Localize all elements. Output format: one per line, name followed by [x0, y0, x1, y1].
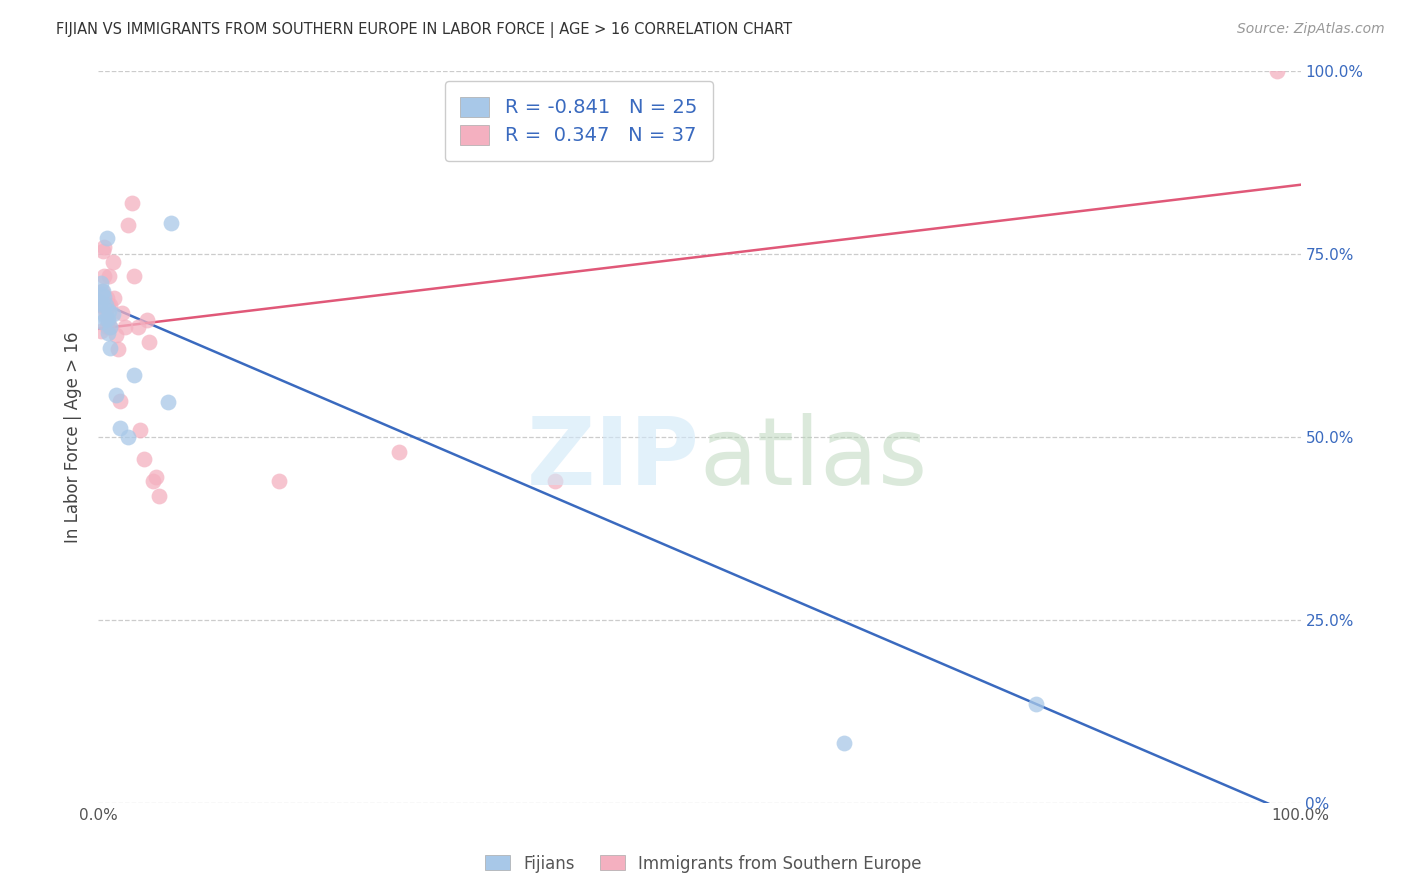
Point: [159, 217, 181, 231]
Point: [89, 298, 111, 312]
Point: [101, 254, 124, 268]
Point: [100, 298, 122, 312]
Text: Source: ZipAtlas.com: Source: ZipAtlas.com: [1237, 22, 1385, 37]
Point: [388, 444, 411, 458]
Point: [91, 284, 114, 298]
Point: [91, 298, 114, 312]
Point: [93, 307, 115, 321]
Point: [129, 423, 152, 437]
Point: [1265, 64, 1288, 78]
Point: [91, 298, 114, 312]
Point: [105, 327, 128, 342]
Point: [103, 291, 125, 305]
Point: [114, 320, 136, 334]
Point: [90, 277, 112, 291]
Point: [93, 240, 115, 254]
Point: [124, 269, 146, 284]
Point: [94, 311, 117, 326]
Point: [132, 452, 155, 467]
Point: [121, 196, 143, 211]
Point: [138, 334, 160, 349]
Point: [91, 314, 114, 328]
Point: [117, 430, 139, 444]
Legend: R = -0.841   N = 25, R =  0.347   N = 37: R = -0.841 N = 25, R = 0.347 N = 37: [444, 81, 713, 161]
Point: [94, 298, 117, 312]
Point: [96, 231, 118, 245]
Point: [111, 306, 134, 320]
Point: [832, 736, 855, 750]
Point: [91, 284, 114, 298]
Point: [93, 269, 115, 284]
Point: [135, 313, 157, 327]
Point: [544, 474, 567, 488]
Point: [145, 470, 167, 484]
Point: [108, 421, 131, 435]
Point: [97, 313, 120, 327]
Point: [124, 368, 146, 382]
Point: [127, 320, 149, 334]
Point: [91, 287, 114, 301]
Point: [98, 304, 121, 318]
Point: [96, 320, 118, 334]
Point: [107, 343, 129, 357]
Point: [157, 395, 180, 409]
Legend: Fijians, Immigrants from Southern Europe: Fijians, Immigrants from Southern Europe: [478, 848, 928, 880]
Point: [94, 306, 117, 320]
Point: [108, 393, 131, 408]
Point: [97, 311, 120, 326]
Point: [97, 326, 120, 341]
Point: [1025, 697, 1047, 711]
Point: [267, 474, 290, 488]
Point: [96, 291, 118, 305]
Point: [141, 474, 163, 488]
Point: [148, 489, 170, 503]
Point: [100, 341, 122, 355]
Text: atlas: atlas: [700, 413, 928, 505]
Point: [90, 324, 112, 338]
Point: [89, 294, 111, 309]
Point: [97, 298, 120, 312]
Point: [91, 244, 114, 258]
Point: [117, 218, 139, 232]
Point: [101, 307, 124, 321]
Point: [105, 387, 128, 401]
Text: FIJIAN VS IMMIGRANTS FROM SOUTHERN EUROPE IN LABOR FORCE | AGE > 16 CORRELATION : FIJIAN VS IMMIGRANTS FROM SOUTHERN EUROP…: [56, 22, 793, 38]
Point: [98, 269, 121, 284]
Y-axis label: In Labor Force | Age > 16: In Labor Force | Age > 16: [65, 331, 83, 543]
Point: [100, 320, 122, 334]
Point: [100, 320, 122, 334]
Point: [93, 290, 115, 304]
Text: ZIP: ZIP: [527, 413, 700, 505]
